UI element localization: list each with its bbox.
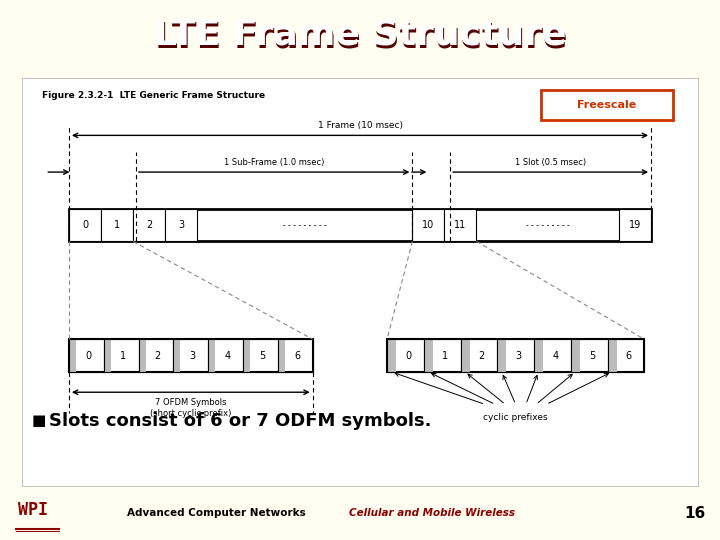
Bar bbox=[174, 339, 208, 372]
Text: 0: 0 bbox=[405, 350, 411, 361]
Text: 1 Slot (0.5 msec): 1 Slot (0.5 msec) bbox=[515, 158, 586, 167]
Text: Freescale: Freescale bbox=[577, 100, 636, 110]
Bar bbox=[138, 339, 145, 372]
Text: 6: 6 bbox=[626, 350, 632, 361]
Bar bbox=[165, 209, 197, 241]
Text: 2: 2 bbox=[146, 220, 152, 230]
Bar bbox=[424, 339, 433, 372]
Bar bbox=[133, 209, 165, 241]
Text: 1: 1 bbox=[442, 350, 448, 361]
Text: Slots consist of 6 or 7 ODFM symbols.: Slots consist of 6 or 7 ODFM symbols. bbox=[49, 412, 431, 430]
FancyBboxPatch shape bbox=[541, 90, 672, 120]
Text: WPI: WPI bbox=[18, 501, 48, 519]
Bar bbox=[278, 339, 312, 372]
Bar bbox=[69, 209, 101, 241]
Bar bbox=[498, 339, 534, 372]
Bar bbox=[243, 339, 278, 372]
Text: 1 Sub-Frame (1.0 msec): 1 Sub-Frame (1.0 msec) bbox=[224, 158, 324, 167]
Bar bbox=[444, 209, 477, 241]
Text: - - - - - - - - -: - - - - - - - - - bbox=[526, 220, 570, 230]
Bar bbox=[208, 339, 243, 372]
Bar bbox=[69, 339, 104, 372]
Text: 4: 4 bbox=[552, 350, 559, 361]
Text: 11: 11 bbox=[454, 220, 467, 230]
Bar bbox=[243, 339, 250, 372]
Bar bbox=[424, 339, 461, 372]
Bar bbox=[571, 339, 608, 372]
Bar bbox=[498, 339, 506, 372]
Text: 3: 3 bbox=[189, 350, 196, 361]
Bar bbox=[387, 339, 644, 372]
Text: 3: 3 bbox=[516, 350, 522, 361]
Text: - - - - - - - - -: - - - - - - - - - bbox=[283, 220, 327, 230]
Bar bbox=[69, 209, 651, 241]
Bar bbox=[208, 339, 215, 372]
Text: 1: 1 bbox=[114, 220, 120, 230]
Bar bbox=[534, 339, 543, 372]
Text: 5: 5 bbox=[589, 350, 595, 361]
Text: ■: ■ bbox=[32, 413, 46, 428]
Text: 1: 1 bbox=[120, 350, 126, 361]
Bar bbox=[174, 339, 180, 372]
Bar bbox=[104, 339, 138, 372]
Bar bbox=[619, 209, 651, 241]
Bar bbox=[413, 209, 444, 241]
Bar bbox=[608, 339, 617, 372]
Bar bbox=[387, 339, 396, 372]
Bar bbox=[534, 339, 571, 372]
Text: 2: 2 bbox=[155, 350, 161, 361]
Text: 2: 2 bbox=[479, 350, 485, 361]
Text: 6: 6 bbox=[294, 350, 300, 361]
Text: Cellular and Mobile Wireless: Cellular and Mobile Wireless bbox=[349, 508, 515, 518]
Bar bbox=[571, 339, 580, 372]
Text: 0: 0 bbox=[85, 350, 91, 361]
Bar bbox=[138, 339, 174, 372]
Bar bbox=[461, 339, 498, 372]
Text: cyclic prefixes: cyclic prefixes bbox=[483, 413, 548, 422]
Text: LTE Frame Structure: LTE Frame Structure bbox=[154, 18, 566, 52]
Text: 0: 0 bbox=[82, 220, 88, 230]
Bar bbox=[278, 339, 285, 372]
Text: 16: 16 bbox=[684, 506, 706, 521]
Bar bbox=[101, 209, 133, 241]
Bar bbox=[69, 339, 312, 372]
Bar bbox=[387, 339, 424, 372]
Text: LTE Frame Structure: LTE Frame Structure bbox=[156, 21, 567, 55]
Text: 3: 3 bbox=[178, 220, 184, 230]
Text: 10: 10 bbox=[422, 220, 434, 230]
Text: 1 Frame (10 msec): 1 Frame (10 msec) bbox=[318, 122, 402, 131]
Bar bbox=[69, 339, 76, 372]
Text: 19: 19 bbox=[629, 220, 641, 230]
Text: 5: 5 bbox=[259, 350, 265, 361]
Text: Advanced Computer Networks: Advanced Computer Networks bbox=[127, 508, 305, 518]
Bar bbox=[461, 339, 469, 372]
Bar bbox=[608, 339, 644, 372]
Text: 4: 4 bbox=[225, 350, 230, 361]
Text: 7 OFDM Symbols
(short cyclic prefix): 7 OFDM Symbols (short cyclic prefix) bbox=[150, 399, 232, 418]
Bar bbox=[104, 339, 111, 372]
Text: Figure 2.3.2-1  LTE Generic Frame Structure: Figure 2.3.2-1 LTE Generic Frame Structu… bbox=[42, 91, 265, 99]
